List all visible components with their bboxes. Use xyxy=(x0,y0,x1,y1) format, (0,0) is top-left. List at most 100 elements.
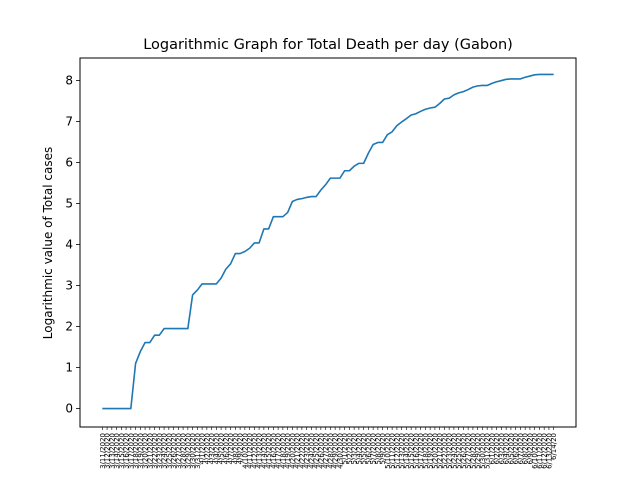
x-tick-label: 5/26/2020 xyxy=(460,433,468,469)
series-line-0 xyxy=(102,73,554,410)
x-tick-label: 4/27/2020 xyxy=(322,433,330,469)
x-tick-label: 3/20/2020 xyxy=(142,433,150,469)
x-tick-label: 4/3/2020 xyxy=(208,433,216,464)
x-tick-label: 5/27/2020 xyxy=(465,433,473,469)
x-tick-label: 3/16/2020 xyxy=(123,433,131,469)
y-tick-label: 6 xyxy=(65,156,73,170)
x-tick-label: 5/3/2020 xyxy=(351,433,359,464)
x-tick-label: 6/4/2020 xyxy=(503,433,511,464)
x-tick-label: 5/14/2020 xyxy=(403,433,411,469)
x-tick-label: 3/18/2020 xyxy=(132,433,140,469)
x-tick-label: 3/12/2020 xyxy=(104,433,112,469)
x-tick-label: 6/7/2020 xyxy=(517,433,525,464)
x-tick-label: 4/14/2020 xyxy=(260,433,268,469)
chart-title: Logarithmic Graph for Total Death per da… xyxy=(143,37,513,53)
x-tick-label: 5/20/2020 xyxy=(431,433,439,469)
x-tick-label: 6/1/2020 xyxy=(488,433,496,464)
x-tick-label: 5/25/2020 xyxy=(455,433,463,469)
x-tick-label: 4/26/2020 xyxy=(317,433,325,469)
x-tick-label: 3/28/2020 xyxy=(180,433,188,469)
x-tick-label: 3/13/2020 xyxy=(108,433,116,469)
x-tick-label: 5/7/2020 xyxy=(370,433,378,464)
x-tick-label: 5/29/2020 xyxy=(474,433,482,469)
x-tick-label: 3/29/2020 xyxy=(184,433,192,469)
x-tick-label: 5/23/2020 xyxy=(446,433,454,469)
x-tick-label: 4/22/2020 xyxy=(298,433,306,469)
x-tick-label: 4/21/2020 xyxy=(294,433,302,469)
x-tick-label: 5/16/2020 xyxy=(412,433,420,469)
x-tick-label: 4/18/2020 xyxy=(279,433,287,469)
x-tick-label: 5/28/2020 xyxy=(469,433,477,469)
x-tick-label: 3/15/2020 xyxy=(118,433,126,469)
y-tick-label: 1 xyxy=(65,361,73,375)
x-tick-label: 3/21/2020 xyxy=(146,433,154,469)
x-tick-label: 4/25/2020 xyxy=(313,433,321,469)
x-tick-label: 5/4/2020 xyxy=(355,433,363,464)
x-tick-label: 5/30/2020 xyxy=(479,433,487,469)
x-tick-label: 3/27/2020 xyxy=(175,433,183,469)
x-tick-label: 3/19/2020 xyxy=(137,433,145,469)
y-tick-label: 8 xyxy=(65,74,73,88)
x-tick-label: 3/25/2020 xyxy=(165,433,173,469)
x-tick-label: 4/2/2020 xyxy=(203,433,211,464)
x-tick-label: 4/20/2020 xyxy=(289,433,297,469)
x-tick-label: 5/21/2020 xyxy=(436,433,444,469)
x-tick-label: 6/12/2020 xyxy=(541,433,549,469)
x-tick-label: 4/1/2020 xyxy=(199,433,207,464)
x-tick-label: 5/19/2020 xyxy=(427,433,435,469)
x-tick-label: 5/11/2020 xyxy=(389,433,397,469)
x-tick-label: 5/1/2020 xyxy=(341,433,349,464)
x-tick-label: 3/26/2020 xyxy=(170,433,178,469)
x-tick-label: 4/5/2020 xyxy=(218,433,226,464)
x-tick-label: 4/16/2020 xyxy=(270,433,278,469)
x-tick-label: 5/9/2020 xyxy=(379,433,387,464)
x-tick-label: 4/30/2020 xyxy=(336,433,344,469)
x-tick-label: 3/17/2020 xyxy=(127,433,135,469)
x-tick-label: 5/6/2020 xyxy=(365,433,373,464)
x-tick-label: 5/12/2020 xyxy=(393,433,401,469)
x-tick-label: 4/19/2020 xyxy=(284,433,292,469)
x-tick-label: 5/22/2020 xyxy=(441,433,449,469)
x-tick-label: 3/22/2020 xyxy=(151,433,159,469)
y-tick-label: 4 xyxy=(65,238,73,252)
plot-frame xyxy=(79,57,577,428)
y-tick-label: 0 xyxy=(65,402,73,416)
x-tick-label: 6/8/2020 xyxy=(522,433,530,464)
x-tick-label: 6/3/2020 xyxy=(498,433,506,464)
x-tick-label: 4/4/2020 xyxy=(213,433,221,464)
x-tick-label: 5/13/2020 xyxy=(398,433,406,469)
x-tick-label: 5/31/2020 xyxy=(484,433,492,469)
x-tick-label: 4/12/2020 xyxy=(251,433,259,469)
y-tick-label: 7 xyxy=(65,115,73,129)
x-tick-label: 6/6/2020 xyxy=(512,433,520,464)
x-tick-label: 3/23/2020 xyxy=(156,433,164,469)
x-tick-label: 3/31/2020 xyxy=(194,433,202,469)
x-tick-label: 3/30/2020 xyxy=(189,433,197,469)
x-tick-label: 4/15/2020 xyxy=(265,433,273,469)
x-tick-label: 6/13/2020 xyxy=(545,433,553,469)
x-tick-label: 3/24/2020 xyxy=(161,433,169,469)
x-tick-label: 4/9/2020 xyxy=(237,433,245,464)
x-tick-label: 5/15/2020 xyxy=(408,433,416,469)
y-tick-label: 5 xyxy=(65,197,73,211)
x-tick-label: 5/2/2020 xyxy=(346,433,354,464)
y-tick-label: 3 xyxy=(65,279,73,293)
y-axis-label: Logarithmic value of Total cases xyxy=(41,147,55,339)
x-tick-label: 5/10/2020 xyxy=(384,433,392,469)
x-tick-label: 4/11/2020 xyxy=(246,433,254,469)
x-tick-label: 4/8/2020 xyxy=(232,433,240,464)
x-tick-label: 4/7/2020 xyxy=(227,433,235,464)
x-tick-label: 4/29/2020 xyxy=(332,433,340,469)
x-tick-label: 5/8/2020 xyxy=(374,433,382,464)
x-tick-label: 5/17/2020 xyxy=(417,433,425,469)
x-tick-label: 6/11/2020 xyxy=(536,433,544,469)
x-tick-label: 4/28/2020 xyxy=(327,433,335,469)
x-tick-label: 3/14/2020 xyxy=(113,433,121,469)
x-tick-label: 4/13/2020 xyxy=(256,433,264,469)
x-tick-label: 6/5/2020 xyxy=(507,433,515,464)
x-tick-label: 5/24/2020 xyxy=(450,433,458,469)
x-tick-label: 4/17/2020 xyxy=(275,433,283,469)
x-tick-label: 4/10/2020 xyxy=(241,433,249,469)
